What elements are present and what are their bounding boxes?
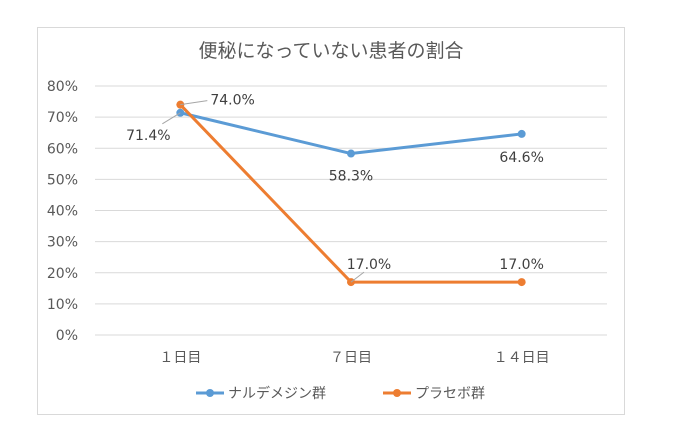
legend-marker [206, 389, 214, 397]
y-tick-label: 70% [47, 110, 78, 126]
y-tick-label: 40% [47, 204, 78, 220]
data-label: 58.3% [329, 169, 373, 185]
x-tick-label: ７日目 [330, 350, 372, 366]
x-tick-label: １日目 [159, 350, 201, 366]
data-point [347, 149, 355, 158]
y-tick-label: 50% [47, 172, 78, 188]
leader-line [180, 100, 208, 106]
legend: ナルデメジン群 プラセボ群 [196, 385, 485, 402]
y-axis-ticks: 0% 10% 20% 30% 40% 50% 60% 70% 80% [47, 79, 78, 344]
y-tick-label: 80% [47, 79, 78, 95]
data-label: 74.0% [210, 93, 254, 109]
x-axis-ticks: １日目 ７日目 １４日目 [159, 350, 549, 366]
x-tick-label: １４日目 [494, 350, 550, 366]
data-label: 17.0% [499, 257, 543, 273]
gridlines [95, 85, 607, 336]
y-tick-label: 0% [56, 328, 78, 344]
data-point [517, 129, 526, 138]
y-tick-label: 10% [47, 297, 78, 313]
series-line [178, 103, 524, 284]
y-tick-label: 30% [47, 235, 78, 251]
y-tick-label: 20% [47, 266, 78, 282]
data-labels: 71.4% 58.3% 64.6% 74.0% 17.0% 17.0% [126, 93, 544, 283]
y-tick-label: 60% [47, 141, 78, 157]
chart-title: 便秘になっていない患者の割合 [198, 40, 463, 62]
chart-frame [37, 27, 625, 415]
leader-line [350, 271, 365, 283]
series-line [178, 111, 524, 156]
leader-line [162, 112, 181, 125]
legend-label: ナルデメジン群 [228, 385, 326, 402]
legend-marker [393, 389, 401, 397]
data-label: 17.0% [347, 257, 391, 273]
data-point [517, 278, 526, 287]
data-label: 64.6% [499, 150, 543, 166]
data-label: 71.4% [126, 128, 170, 144]
legend-label: プラセボ群 [415, 386, 485, 402]
